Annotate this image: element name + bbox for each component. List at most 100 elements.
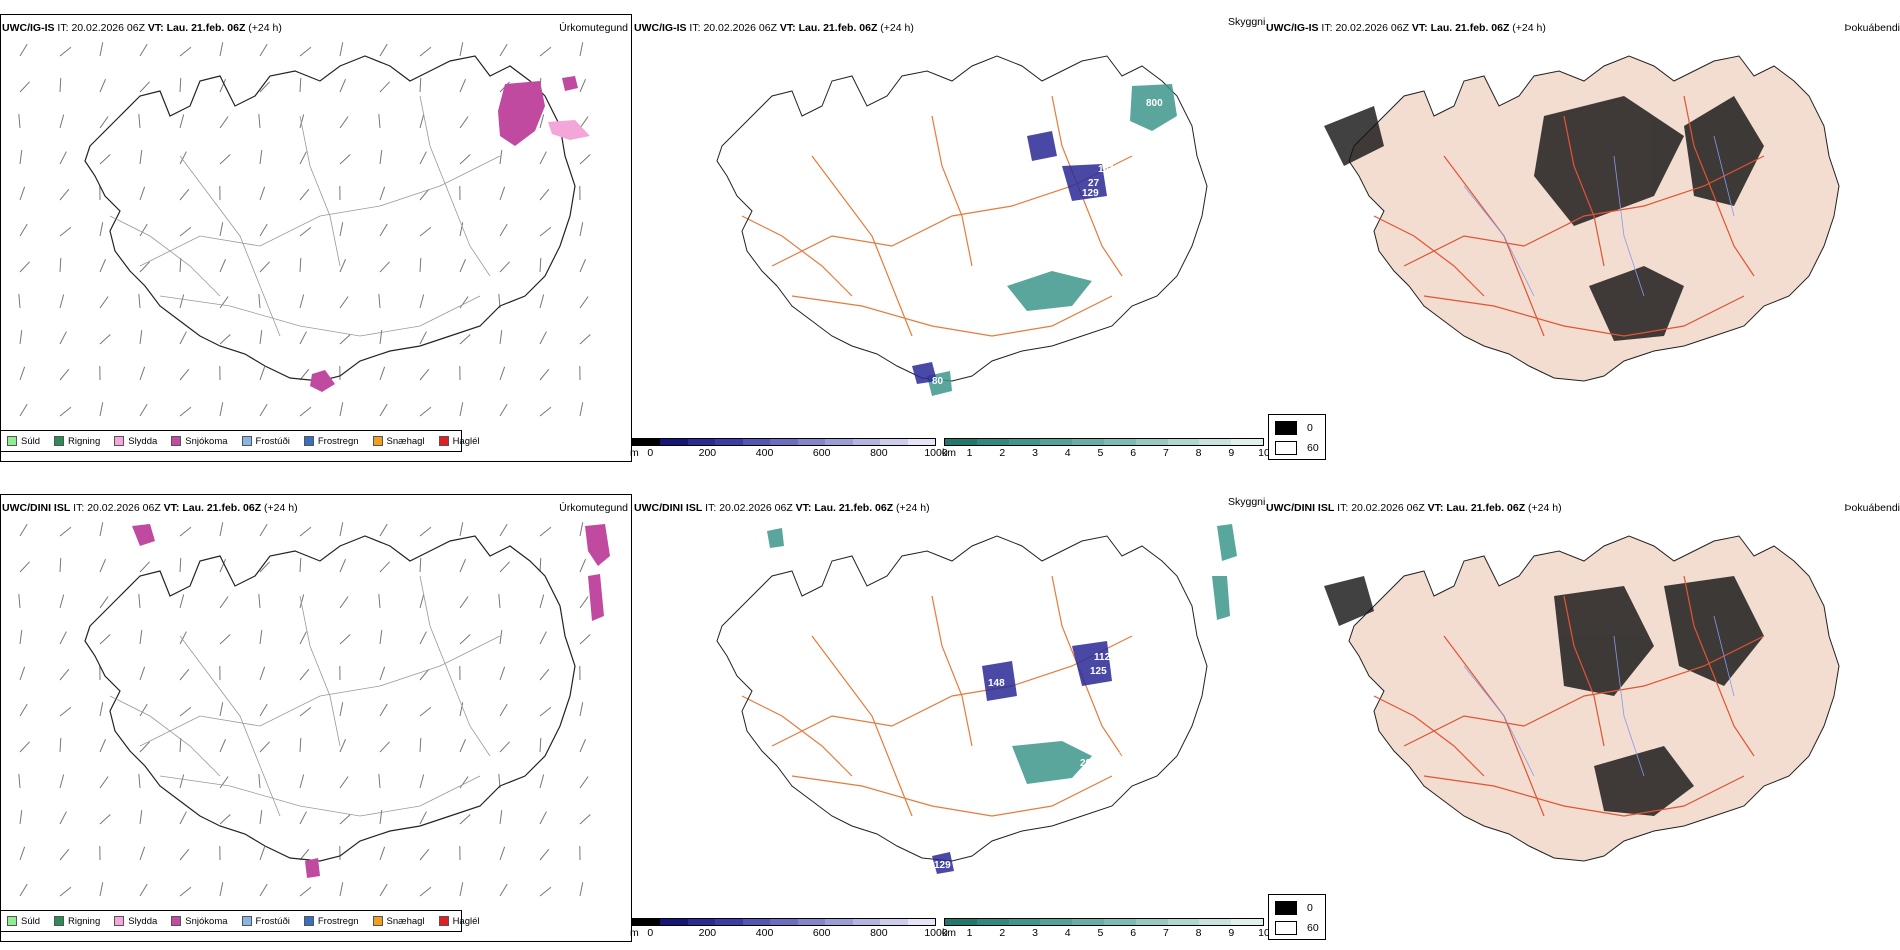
lead-time: (+24 h) xyxy=(1528,502,1562,514)
legend-swatch xyxy=(7,916,17,926)
vt-value: Lau. 21.feb. 06Z xyxy=(182,502,262,514)
panel-header: UWC/DINI ISL IT: 20.02.2026 06Z VT: Lau.… xyxy=(2,502,298,514)
precip-legend-item: Rigning xyxy=(54,436,100,447)
scale-color-step xyxy=(1040,919,1073,925)
scale-tick-label: 2 xyxy=(999,927,1006,939)
panel-visibility-row1: UWC/IG-IS IT: 20.02.2026 06Z VT: Lau. 21… xyxy=(630,14,1272,462)
legend-label: Snæhagl xyxy=(386,435,425,447)
ceiling-scale-colors xyxy=(632,438,936,446)
legend-label: Rigning xyxy=(68,435,101,447)
roads xyxy=(1373,95,1765,337)
map-label: 161 xyxy=(1070,136,1087,147)
fog-label-1: 60 xyxy=(1307,442,1319,454)
scale-color-step xyxy=(852,439,881,445)
scale-tick-label: 400 xyxy=(755,447,774,459)
lead-time: (+24 h) xyxy=(248,22,282,34)
map-label: 80 xyxy=(932,376,944,387)
visibility-scale-colors xyxy=(944,918,1264,926)
legend-label: Slydda xyxy=(128,435,158,447)
fog-legend: 0 60 xyxy=(1268,414,1326,460)
ceiling-scale-ticks: 0 200 400 600 800 1000 xyxy=(632,446,947,460)
scale-color-step xyxy=(797,919,826,925)
param-title: Skyggni xyxy=(1228,496,1266,508)
param-title: Skyggni xyxy=(1228,16,1266,28)
precip-legend-item: Slydda xyxy=(114,436,157,447)
legend-swatch xyxy=(372,436,383,446)
it-value: 20.02.2026 06Z xyxy=(1335,22,1409,34)
vt-label: VT: xyxy=(1427,502,1444,514)
wind-barbs xyxy=(18,42,591,417)
vt-label: VT: xyxy=(779,22,796,34)
model-name: UWC/DINI ISL xyxy=(2,502,71,514)
it-label: IT: xyxy=(57,22,69,34)
snow-areas xyxy=(132,524,610,878)
legend-swatch xyxy=(114,436,125,446)
scale-color-step xyxy=(687,919,716,925)
panel-precip-type-row1: UWC/IG-IS IT: 20.02.2026 06Z VT: Lau. 21… xyxy=(0,14,632,462)
panel-header: UWC/IG-IS IT: 20.02.2026 06Z VT: Lau. 21… xyxy=(2,22,282,34)
scale-color-step xyxy=(1231,919,1263,925)
model-name: UWC/IG-IS xyxy=(1266,22,1319,34)
panel-fog-index-row1: UWC/IG-IS IT: 20.02.2026 06Z VT: Lau. 21… xyxy=(1264,14,1900,462)
map-label: 141 xyxy=(1098,164,1115,175)
map-label: 200 xyxy=(1080,758,1097,769)
iceland-map: 148 112 125 200 163 129 xyxy=(716,524,1237,874)
iceland-map xyxy=(1324,535,1840,862)
iceland-map xyxy=(1324,55,1840,382)
scale-tick-label: 400 xyxy=(755,927,774,939)
fog-label-1: 60 xyxy=(1307,922,1319,934)
scale-color-step xyxy=(880,439,908,445)
fog-legend-row-1: 60 xyxy=(1275,921,1319,935)
visibility-areas xyxy=(767,524,1237,784)
legend-swatch xyxy=(438,436,449,446)
map-label: 148 xyxy=(988,678,1005,689)
scale-color-step xyxy=(825,919,853,925)
ceiling-scale-colors xyxy=(632,918,936,926)
param-title: Þokuábendi xyxy=(1844,22,1900,34)
it-value: 20.02.2026 06Z xyxy=(703,22,777,34)
scale-color-step xyxy=(852,919,881,925)
precip-legend-item: Snjókoma xyxy=(171,916,228,927)
scale-tick-label: 3 xyxy=(1032,447,1038,459)
map-value-labels: 148 112 125 200 163 129 xyxy=(934,652,1125,871)
fog-label-0: 0 xyxy=(1307,902,1313,914)
ceiling-areas xyxy=(932,641,1112,874)
scale-tick-label: 600 xyxy=(812,447,831,459)
legend-label: Súld xyxy=(21,435,41,447)
scale-color-step xyxy=(880,919,908,925)
precip-legend-item: Snæhagl xyxy=(372,916,425,927)
scale-tick-label: 8 xyxy=(1195,927,1202,939)
scale-tick-label: 0 xyxy=(647,447,654,459)
lead-time: (+24 h) xyxy=(880,22,914,34)
scale-color-step xyxy=(1103,439,1136,445)
it-value: 20.02.2026 06Z xyxy=(71,22,145,34)
scale-color-step xyxy=(1103,919,1136,925)
scale-tick-label: 6 xyxy=(1130,927,1137,939)
fog-swatch-0 xyxy=(1275,421,1297,435)
ceiling-areas xyxy=(912,131,1107,384)
fog-legend-row-1: 60 xyxy=(1275,441,1319,455)
scale-tick-label: 1000 xyxy=(924,927,948,939)
vt-label: VT: xyxy=(147,22,164,34)
sleet-areas xyxy=(548,120,590,140)
precip-legend-item: Súld xyxy=(7,916,40,927)
scale-tick-label: 2 xyxy=(999,447,1006,459)
scale-color-step xyxy=(770,919,798,925)
iceland-coastline xyxy=(716,55,1208,382)
scale-tick-label: 200 xyxy=(698,927,717,939)
ceiling-unit: m xyxy=(630,447,639,459)
param-title: Úrkomutegund xyxy=(559,22,628,34)
legend-swatch xyxy=(438,916,449,926)
param-title: Úrkomutegund xyxy=(559,502,628,514)
scale-color-step xyxy=(633,439,661,445)
scale-color-step xyxy=(715,439,743,445)
scale-tick-label: 1000 xyxy=(924,447,948,459)
fog-label-0: 0 xyxy=(1307,422,1313,434)
scale-color-step xyxy=(976,439,1009,445)
panel-header: UWC/DINI ISL IT: 20.02.2026 06Z VT: Lau.… xyxy=(634,502,930,514)
precip-legend: Súld Rigning Slydda Snjókoma Frostúði Frostre… xyxy=(0,430,480,452)
map-label: 112 xyxy=(1094,652,1111,663)
map-label: 125 xyxy=(1090,666,1107,677)
scale-color-step xyxy=(1167,919,1200,925)
legend-swatch xyxy=(54,436,65,446)
